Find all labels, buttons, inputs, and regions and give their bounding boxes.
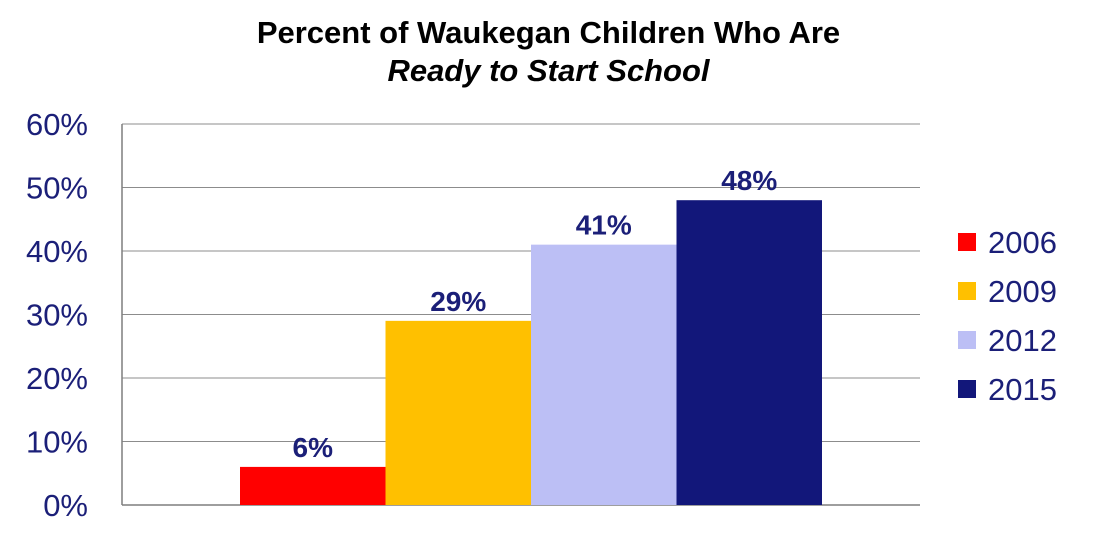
legend-swatch-2009 bbox=[958, 282, 976, 300]
y-tick-label: 40% bbox=[26, 234, 88, 269]
legend: 2006 2009 2012 2015 bbox=[958, 225, 1057, 407]
y-tick-label: 20% bbox=[26, 361, 88, 396]
y-axis-ticks: 0% 10% 20% 30% 40% 50% 60% bbox=[26, 107, 88, 523]
bar-2006 bbox=[240, 466, 386, 505]
data-label-2012: 41% bbox=[576, 210, 632, 241]
bar-2012 bbox=[531, 244, 677, 505]
bars bbox=[240, 200, 822, 505]
legend-label-2006: 2006 bbox=[988, 225, 1057, 260]
legend-swatch-2012 bbox=[958, 331, 976, 349]
legend-label-2009: 2009 bbox=[988, 274, 1057, 309]
chart-title-line1: Percent of Waukegan Children Who Are bbox=[256, 15, 841, 50]
y-tick-label: 30% bbox=[26, 298, 88, 333]
data-label-2006: 6% bbox=[293, 432, 334, 463]
y-tick-label: 60% bbox=[26, 107, 88, 142]
chart-title-line2: Ready to Start School bbox=[387, 53, 710, 88]
chart-title: Percent of Waukegan Children Who Are Rea… bbox=[0, 14, 1097, 90]
data-labels: 6% 29% 41% 48% bbox=[293, 165, 778, 463]
legend-swatch-2015 bbox=[958, 380, 976, 398]
data-label-2009: 29% bbox=[430, 286, 486, 317]
y-tick-label: 10% bbox=[26, 425, 88, 460]
y-tick-label: 0% bbox=[43, 488, 88, 523]
legend-label-2015: 2015 bbox=[988, 372, 1057, 407]
legend-swatch-2006 bbox=[958, 233, 976, 251]
data-label-2015: 48% bbox=[721, 165, 777, 196]
legend-label-2012: 2012 bbox=[988, 323, 1057, 358]
bar-2015 bbox=[676, 200, 822, 505]
y-tick-label: 50% bbox=[26, 171, 88, 206]
bar-2009 bbox=[385, 320, 531, 505]
